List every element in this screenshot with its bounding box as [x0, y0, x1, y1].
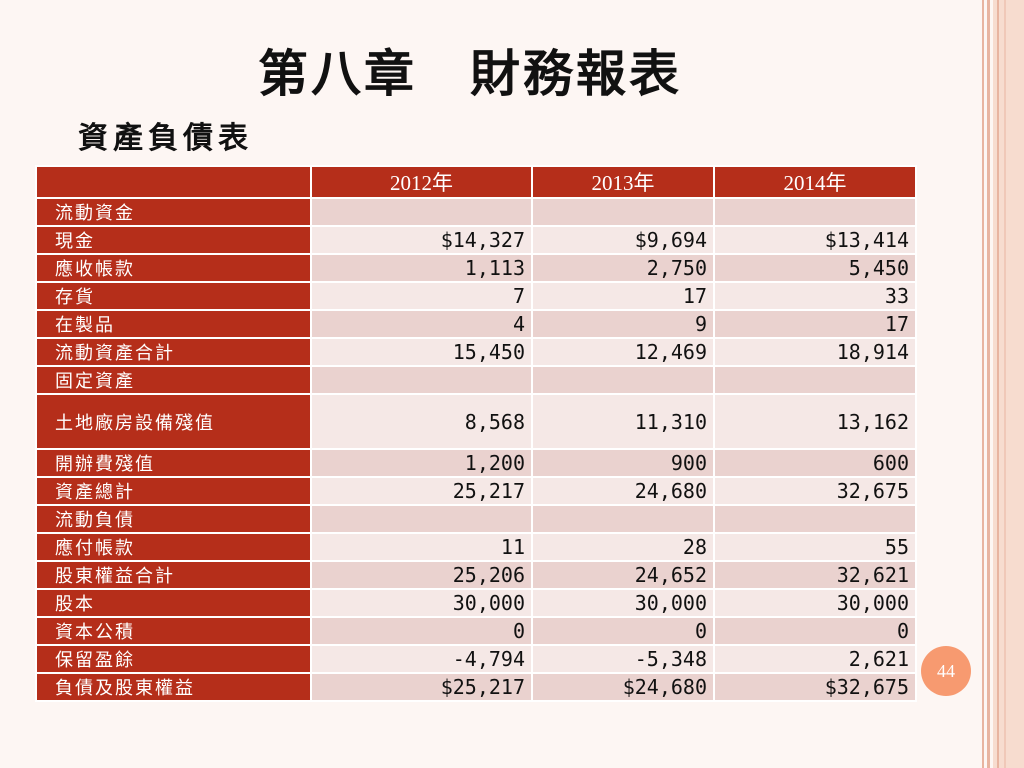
table-row: 股東權益合計 25,206 24,652 32,621 — [35, 560, 917, 590]
value-cell: 1,113 — [310, 253, 533, 283]
value-cell: $14,327 — [310, 225, 533, 255]
value-cell: 600 — [713, 448, 917, 478]
value-cell: -5,348 — [531, 644, 715, 674]
decorative-side-stripes — [982, 0, 1024, 768]
table-row: 存貨 7 17 33 — [35, 281, 917, 311]
value-cell: -4,794 — [310, 644, 533, 674]
value-cell: 5,450 — [713, 253, 917, 283]
value-cell — [531, 365, 715, 395]
value-cell — [531, 197, 715, 227]
value-cell: 55 — [713, 532, 917, 562]
value-cell — [713, 504, 917, 534]
row-label: 應收帳款 — [35, 253, 312, 283]
value-cell: $32,675 — [713, 672, 917, 702]
value-cell: 7 — [310, 281, 533, 311]
value-cell: 8,568 — [310, 393, 533, 450]
value-cell — [310, 504, 533, 534]
row-label: 開辦費殘值 — [35, 448, 312, 478]
row-label: 流動資產合計 — [35, 337, 312, 367]
slide-title: 第八章 財務報表 — [258, 44, 682, 103]
value-cell: 32,675 — [713, 476, 917, 506]
value-cell: $9,694 — [531, 225, 715, 255]
value-cell: 30,000 — [531, 588, 715, 618]
value-cell: 33 — [713, 281, 917, 311]
value-cell: $25,217 — [310, 672, 533, 702]
value-cell: 11 — [310, 532, 533, 562]
value-cell: 9 — [531, 309, 715, 339]
table-row: 固定資產 — [35, 365, 917, 395]
value-cell: 2,621 — [713, 644, 917, 674]
row-label: 固定資產 — [35, 365, 312, 395]
row-label: 資本公積 — [35, 616, 312, 646]
value-cell: 1,200 — [310, 448, 533, 478]
value-cell: 15,450 — [310, 337, 533, 367]
table-row: 流動資金 — [35, 197, 917, 227]
value-cell: 17 — [713, 309, 917, 339]
value-cell — [713, 365, 917, 395]
value-cell: $24,680 — [531, 672, 715, 702]
table-row: 在製品 4 9 17 — [35, 309, 917, 339]
value-cell — [713, 197, 917, 227]
value-cell: 0 — [713, 616, 917, 646]
header-cell-2014: 2014年 — [713, 165, 917, 199]
row-label: 保留盈餘 — [35, 644, 312, 674]
table-row: 股本 30,000 30,000 30,000 — [35, 588, 917, 618]
value-cell: 32,621 — [713, 560, 917, 590]
table-header-row: 2012年 2013年 2014年 — [35, 165, 917, 199]
row-label: 現金 — [35, 225, 312, 255]
row-label: 在製品 — [35, 309, 312, 339]
row-label: 流動負債 — [35, 504, 312, 534]
value-cell: 25,206 — [310, 560, 533, 590]
row-label: 負債及股東權益 — [35, 672, 312, 702]
value-cell — [310, 197, 533, 227]
value-cell: 0 — [531, 616, 715, 646]
value-cell: 30,000 — [310, 588, 533, 618]
row-label: 資產總計 — [35, 476, 312, 506]
page-number: 44 — [937, 660, 955, 681]
value-cell: 13,162 — [713, 393, 917, 450]
table-row: 現金 $14,327 $9,694 $13,414 — [35, 225, 917, 255]
row-label: 應付帳款 — [35, 532, 312, 562]
value-cell: 24,680 — [531, 476, 715, 506]
value-cell: 4 — [310, 309, 533, 339]
table-row: 應付帳款 11 28 55 — [35, 532, 917, 562]
table-row: 資產總計 25,217 24,680 32,675 — [35, 476, 917, 506]
row-label: 土地廠房設備殘值 — [35, 393, 312, 450]
table-row: 負債及股東權益 $25,217 $24,680 $32,675 — [35, 672, 917, 702]
header-cell-2013: 2013年 — [531, 165, 715, 199]
value-cell: 12,469 — [531, 337, 715, 367]
row-label: 流動資金 — [35, 197, 312, 227]
table-row: 資本公積 0 0 0 — [35, 616, 917, 646]
table-row: 土地廠房設備殘值 8,568 11,310 13,162 — [35, 393, 917, 450]
row-label: 股本 — [35, 588, 312, 618]
value-cell: 30,000 — [713, 588, 917, 618]
value-cell: 17 — [531, 281, 715, 311]
value-cell: 25,217 — [310, 476, 533, 506]
value-cell: $13,414 — [713, 225, 917, 255]
value-cell: 11,310 — [531, 393, 715, 450]
header-cell-2012: 2012年 — [310, 165, 533, 199]
value-cell: 0 — [310, 616, 533, 646]
balance-sheet-table: 2012年 2013年 2014年 流動資金 現金 $14,327 $9,694 $13… — [35, 165, 917, 702]
table-row: 流動負債 — [35, 504, 917, 534]
value-cell: 28 — [531, 532, 715, 562]
table-row: 保留盈餘 -4,794 -5,348 2,621 — [35, 644, 917, 674]
value-cell: 24,652 — [531, 560, 715, 590]
table-row: 流動資產合計 15,450 12,469 18,914 — [35, 337, 917, 367]
page-number-badge: 44 — [921, 646, 971, 696]
value-cell: 2,750 — [531, 253, 715, 283]
header-cell-empty — [35, 165, 312, 199]
table-row: 應收帳款 1,113 2,750 5,450 — [35, 253, 917, 283]
row-label: 股東權益合計 — [35, 560, 312, 590]
value-cell — [310, 365, 533, 395]
row-label: 存貨 — [35, 281, 312, 311]
value-cell: 900 — [531, 448, 715, 478]
table-row: 開辦費殘值 1,200 900 600 — [35, 448, 917, 478]
value-cell: 18,914 — [713, 337, 917, 367]
value-cell — [531, 504, 715, 534]
slide-subtitle: 資產負債表 — [78, 121, 253, 156]
